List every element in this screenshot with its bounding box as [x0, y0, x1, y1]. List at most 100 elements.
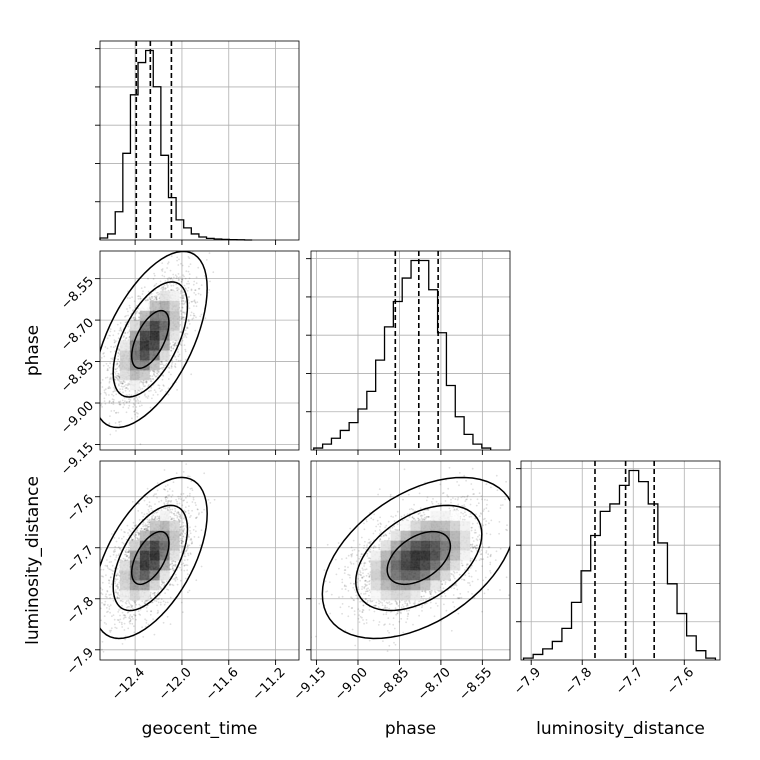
sample-point — [192, 312, 195, 315]
sample-point — [186, 547, 189, 550]
sample-point — [111, 358, 114, 361]
sample-point — [180, 310, 182, 313]
sample-point — [137, 534, 140, 536]
sample-point — [148, 297, 151, 300]
sample-point — [155, 600, 158, 602]
sample-point — [109, 631, 112, 633]
sample-point — [163, 502, 166, 504]
sample-point — [158, 517, 161, 520]
sample-point — [182, 545, 185, 548]
sample-point — [101, 648, 103, 651]
sample-point — [154, 391, 157, 393]
sample-point — [125, 337, 128, 339]
sample-point — [106, 590, 109, 593]
sample-point — [170, 284, 173, 287]
sample-point — [170, 349, 172, 352]
sample-point — [154, 503, 156, 505]
sample-point — [108, 400, 111, 403]
sample-point — [109, 362, 111, 365]
sample-point — [115, 574, 118, 577]
sample-point — [122, 386, 124, 388]
sample-point — [161, 368, 164, 371]
sample-point — [116, 567, 119, 570]
sample-point — [109, 611, 111, 614]
sample-point — [106, 368, 109, 370]
sample-point — [108, 605, 111, 608]
sample-point — [162, 366, 165, 369]
sample-point — [168, 276, 171, 279]
sample-point — [132, 538, 135, 541]
sample-point — [137, 297, 140, 300]
sample-point — [208, 252, 211, 255]
sample-point — [164, 507, 167, 510]
sample-point — [115, 368, 117, 370]
sample-point — [125, 602, 128, 605]
sample-point — [103, 621, 106, 624]
sample-point — [127, 551, 130, 554]
sample-point — [156, 372, 159, 374]
hist-panel-luminosity_distance — [516, 460, 721, 665]
sample-point — [90, 565, 92, 567]
density-cell — [149, 330, 160, 341]
sample-point — [145, 599, 148, 602]
sample-point — [127, 556, 130, 559]
sample-point — [133, 404, 136, 406]
sample-point — [190, 539, 193, 541]
sample-point — [184, 329, 187, 332]
sample-point — [187, 270, 190, 273]
sample-point — [182, 540, 184, 543]
sample-point — [160, 363, 163, 366]
sample-point — [117, 411, 120, 414]
sample-point — [134, 533, 137, 536]
sample-point — [97, 625, 99, 627]
sample-point — [170, 365, 173, 367]
sample-point — [104, 392, 107, 395]
sample-point — [123, 385, 126, 388]
sample-point — [127, 549, 130, 551]
sample-point — [134, 312, 137, 315]
sample-point — [105, 362, 108, 365]
sample-point — [169, 563, 172, 566]
sample-point — [175, 576, 178, 579]
sample-point — [189, 314, 192, 317]
sample-point — [173, 512, 176, 515]
sample-point — [194, 289, 197, 291]
sample-point — [155, 295, 158, 297]
sample-point — [194, 525, 197, 528]
density-cell — [149, 340, 160, 351]
sample-point — [113, 537, 116, 539]
sample-point — [137, 610, 140, 613]
sample-point — [169, 583, 171, 586]
sample-point — [114, 545, 117, 548]
sample-point — [188, 265, 190, 268]
sample-point — [133, 625, 135, 628]
sample-point — [170, 347, 173, 350]
sample-point — [152, 394, 155, 396]
sample-point — [174, 274, 177, 277]
sample-point — [129, 297, 131, 299]
sample-point — [150, 610, 153, 613]
sample-point — [162, 374, 164, 377]
sample-point — [144, 528, 147, 531]
sample-point — [136, 391, 139, 394]
sample-point — [133, 410, 136, 413]
sample-point — [213, 498, 216, 501]
sample-point — [189, 487, 192, 490]
sample-point — [157, 384, 160, 386]
sample-point — [192, 498, 195, 501]
sample-point — [161, 262, 164, 264]
sample-point — [179, 531, 182, 534]
sample-point — [139, 380, 142, 382]
sample-point — [162, 507, 165, 510]
sample-point — [145, 396, 148, 398]
sample-point — [100, 382, 102, 384]
density-cell — [149, 300, 160, 311]
sample-point — [163, 603, 166, 606]
sample-point — [128, 400, 131, 403]
sample-point — [137, 307, 140, 310]
sample-point — [181, 316, 183, 319]
sample-point — [166, 283, 168, 286]
sample-point — [158, 597, 160, 600]
sample-point — [181, 302, 184, 305]
sample-point — [114, 589, 117, 591]
